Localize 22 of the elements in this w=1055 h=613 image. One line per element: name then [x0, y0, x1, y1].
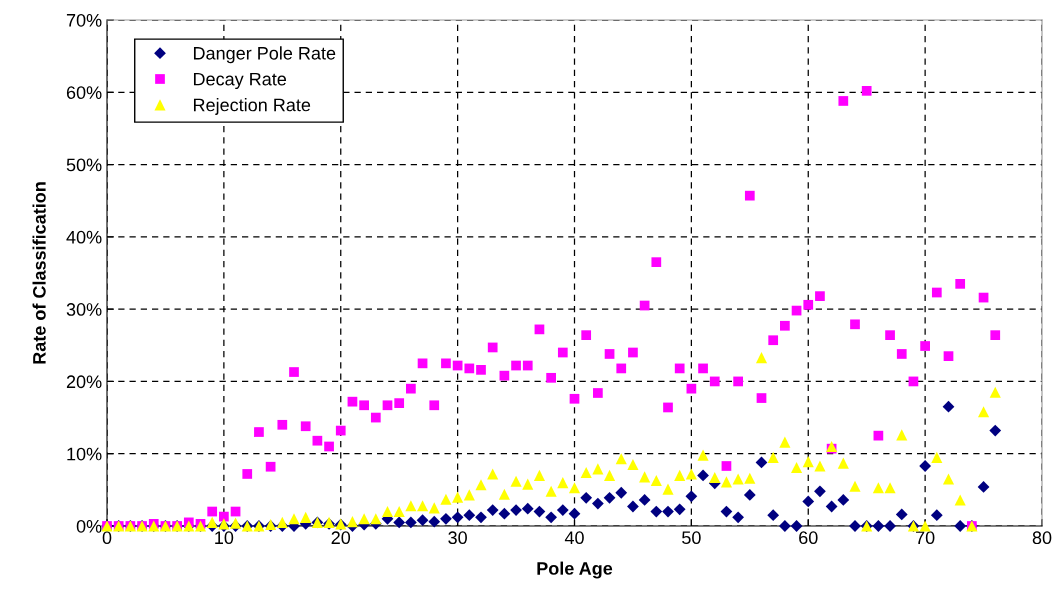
- y-axis-title: Rate of Classification: [32, 182, 46, 364]
- y-tick-label: 10%: [67, 447, 102, 461]
- legend-label: Decay Rate: [193, 72, 287, 90]
- x-tick-label: 60: [799, 531, 818, 545]
- x-axis-title: Pole Age: [537, 561, 613, 579]
- x-tick-label: 80: [1032, 531, 1052, 545]
- y-tick-label: 70%: [66, 13, 102, 27]
- y-tick-label: 30%: [66, 303, 102, 316]
- x-tick-label: 40: [564, 531, 584, 545]
- legend-label: Danger Pole Rate: [193, 46, 336, 64]
- y-tick-label: 50%: [66, 158, 102, 172]
- x-tick-label: 0: [102, 531, 112, 545]
- y-tick-label: 60%: [66, 86, 102, 100]
- x-tick-label: 50: [682, 531, 701, 545]
- x-tick-label: 10: [215, 531, 234, 545]
- x-tick-label: 70: [916, 531, 935, 545]
- y-tick-label: 0%: [76, 519, 102, 533]
- x-tick-label: 30: [448, 531, 467, 545]
- y-tick-label: 20%: [66, 375, 102, 389]
- y-tick-label: 40%: [66, 230, 102, 244]
- x-tick-label: 20: [331, 531, 351, 545]
- legend-label: Rejection Rate: [193, 98, 311, 115]
